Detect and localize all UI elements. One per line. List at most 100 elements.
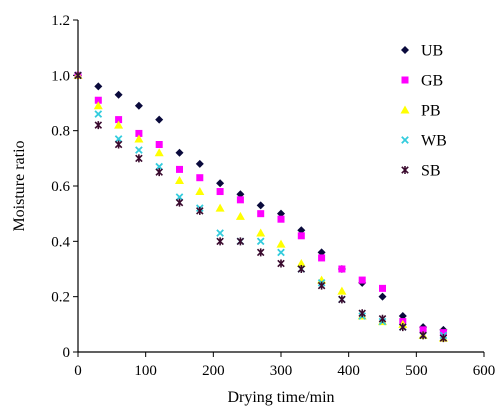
data-point-gb bbox=[257, 210, 265, 218]
data-point-ub bbox=[378, 292, 387, 301]
data-point-gb bbox=[439, 329, 447, 337]
data-point-sb bbox=[277, 259, 285, 268]
data-point-sb bbox=[439, 334, 448, 343]
data-point-ub bbox=[155, 115, 164, 124]
data-point-sb bbox=[378, 314, 387, 323]
data-point-pb bbox=[256, 228, 266, 237]
data-point-ub bbox=[216, 179, 225, 188]
legend-marker-pb bbox=[400, 105, 410, 114]
data-point-sb bbox=[114, 140, 123, 149]
data-point-gb bbox=[318, 254, 326, 262]
data-point-sb bbox=[358, 309, 366, 318]
data-point-sb bbox=[74, 71, 82, 80]
y-tick-label: 0 bbox=[63, 345, 71, 361]
data-point-sb bbox=[155, 168, 163, 177]
data-point-gb bbox=[135, 129, 143, 137]
data-point-gb bbox=[196, 174, 204, 182]
legend-label-ub: UB bbox=[421, 43, 443, 60]
data-point-gb bbox=[358, 276, 366, 284]
data-point-wb bbox=[175, 193, 184, 201]
x-tick-label: 0 bbox=[74, 363, 82, 379]
data-point-pb bbox=[195, 187, 205, 196]
legend-marker-ub bbox=[401, 46, 409, 54]
data-point-ub bbox=[256, 201, 265, 210]
data-point-pb bbox=[215, 203, 225, 212]
y-tick-label: 0.4 bbox=[51, 234, 70, 250]
data-point-wb bbox=[277, 248, 285, 257]
legend-marker-sb bbox=[401, 166, 409, 174]
legend-label-gb: GB bbox=[421, 73, 443, 90]
data-point-sb bbox=[94, 121, 103, 130]
data-point-pb bbox=[154, 148, 164, 157]
data-point-gb bbox=[419, 326, 427, 334]
data-point-sb bbox=[399, 323, 407, 332]
x-tick-label: 400 bbox=[337, 363, 360, 379]
data-point-ub bbox=[236, 190, 245, 199]
data-point-wb bbox=[114, 135, 123, 143]
data-point-sb bbox=[338, 295, 346, 304]
data-point-ub bbox=[175, 148, 184, 157]
data-point-sb bbox=[216, 237, 224, 246]
data-point-sb bbox=[196, 206, 204, 215]
data-point-gb bbox=[115, 116, 123, 124]
legend-marker-gb bbox=[401, 76, 409, 84]
data-point-gb bbox=[176, 165, 183, 173]
data-point-gb bbox=[297, 232, 305, 240]
data-point-wb bbox=[135, 146, 143, 154]
data-point-wb bbox=[155, 162, 164, 171]
data-point-gb bbox=[236, 196, 244, 204]
series-sb bbox=[74, 71, 448, 343]
legend: UB GB PB WB SB bbox=[400, 43, 447, 180]
data-point-sb bbox=[419, 331, 427, 340]
data-point-sb bbox=[317, 281, 326, 290]
data-point-sb bbox=[297, 265, 306, 273]
data-point-pb bbox=[114, 120, 124, 129]
legend-marker-wb bbox=[401, 136, 409, 144]
data-point-ub bbox=[398, 312, 407, 321]
x-ticks: 0 100 200 300 400 500 600 bbox=[74, 352, 495, 379]
data-point-pb bbox=[175, 175, 184, 184]
data-point-gb bbox=[338, 265, 346, 273]
data-point-sb bbox=[256, 248, 265, 257]
data-point-ub bbox=[297, 226, 306, 235]
x-tick-label: 300 bbox=[270, 363, 293, 379]
data-point-ub bbox=[195, 159, 204, 168]
data-point-pb bbox=[93, 101, 103, 110]
data-point-ub bbox=[94, 82, 103, 91]
x-tick-label: 600 bbox=[473, 363, 496, 379]
data-point-pb bbox=[235, 211, 245, 220]
y-tick-label: 0.2 bbox=[51, 290, 70, 306]
y-tick-label: 1.2 bbox=[51, 13, 70, 29]
x-axis-title: Drying time/min bbox=[227, 389, 334, 406]
y-tick-label: 0.8 bbox=[51, 124, 70, 140]
data-point-pb bbox=[337, 286, 347, 295]
legend-label-sb: SB bbox=[421, 163, 441, 180]
data-point-gb bbox=[277, 215, 285, 223]
data-point-ub bbox=[134, 101, 143, 110]
x-tick-label: 200 bbox=[202, 363, 225, 379]
data-point-ub bbox=[317, 248, 326, 257]
data-point-gb bbox=[379, 284, 386, 292]
data-point-sb bbox=[175, 198, 184, 207]
data-point-wb bbox=[94, 110, 103, 118]
data-point-pb bbox=[296, 258, 306, 267]
y-axis-title: Moisture ratio bbox=[11, 140, 28, 231]
legend-label-wb: WB bbox=[421, 133, 447, 150]
data-point-pb bbox=[276, 239, 286, 248]
data-point-ub bbox=[114, 90, 123, 99]
x-tick-label: 100 bbox=[134, 363, 157, 379]
axes bbox=[77, 20, 484, 353]
data-point-gb bbox=[94, 96, 102, 104]
y-tick-label: 0.6 bbox=[51, 179, 70, 195]
data-point-sb bbox=[135, 154, 143, 163]
data-point-gb bbox=[216, 188, 224, 196]
data-point-gb bbox=[155, 141, 163, 148]
series-ub bbox=[74, 71, 448, 334]
data-point-wb bbox=[256, 237, 265, 246]
x-tick-label: 500 bbox=[405, 363, 428, 379]
data-point-ub bbox=[277, 209, 285, 218]
data-point-sb bbox=[236, 237, 245, 246]
y-ticks: 0 0.2 0.4 0.6 0.8 1.0 1.2 bbox=[51, 13, 78, 361]
y-tick-label: 1.0 bbox=[51, 68, 70, 84]
